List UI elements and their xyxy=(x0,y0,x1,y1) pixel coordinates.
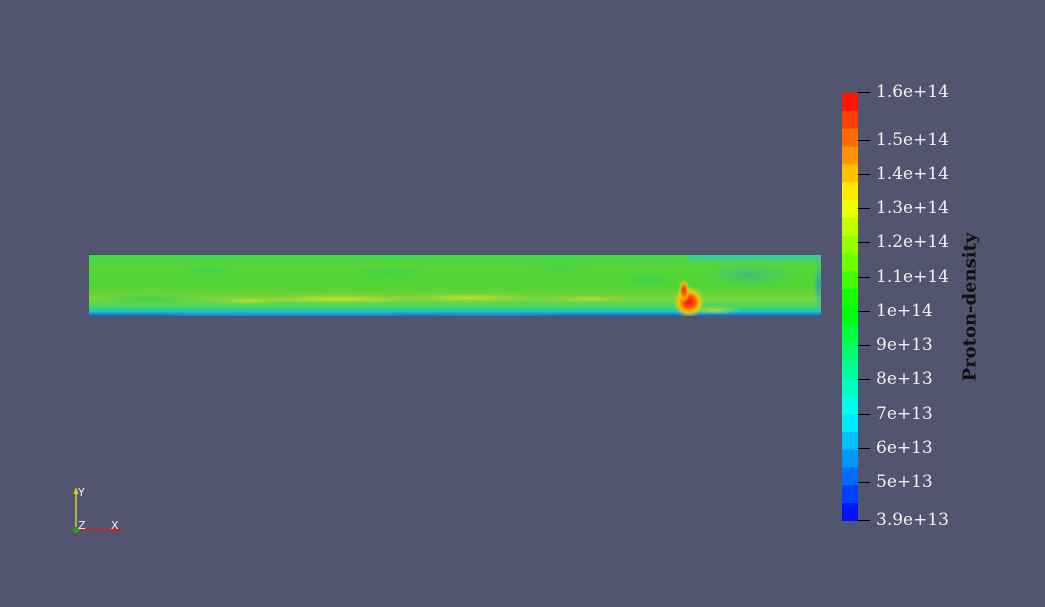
colorbar-tick-line xyxy=(858,242,870,243)
colorbar-swatch xyxy=(842,271,858,290)
x-axis-label: X xyxy=(111,519,119,532)
colorbar-swatch xyxy=(842,378,858,397)
colorbar-swatch xyxy=(842,110,858,130)
y-axis-arrow xyxy=(73,487,79,530)
colorbar-tick-line xyxy=(858,208,870,209)
colorbar-tick-line xyxy=(858,448,870,449)
colorbar-scale xyxy=(842,93,858,521)
colorbar-swatch xyxy=(842,342,858,362)
colorbar-tick-line xyxy=(858,92,870,93)
colorbar-swatch xyxy=(842,307,858,326)
colorbar-tick-line xyxy=(858,379,870,380)
colorbar-tick-label: 1e+14 xyxy=(876,301,933,321)
colorbar-swatch xyxy=(842,146,858,165)
colorbar-swatch xyxy=(842,200,858,219)
colorbar-swatch xyxy=(842,253,858,272)
colorbar-swatch xyxy=(842,93,858,112)
colorbar-tick-label: 5e+13 xyxy=(876,472,933,492)
colorbar-tick-label: 1.4e+14 xyxy=(876,164,949,184)
colorbar-swatch xyxy=(842,289,858,308)
colorbar-tick-label: 8e+13 xyxy=(876,369,933,389)
colorbar-tick-line xyxy=(858,345,870,346)
colorbar-swatch xyxy=(842,485,858,504)
colorbar-tick-line xyxy=(858,174,870,175)
colorbar-swatch xyxy=(842,414,858,433)
orientation-axes-triad: Y Z X xyxy=(66,484,126,540)
colorbar-tick-label: 1.6e+14 xyxy=(876,82,949,102)
colorbar-tick-label: 9e+13 xyxy=(876,335,933,355)
colorbar-tick-label: 7e+13 xyxy=(876,404,933,424)
colorbar-tick-line xyxy=(858,482,870,483)
colorbar-swatch xyxy=(842,431,858,451)
colorbar-swatch xyxy=(842,324,858,344)
y-axis-label: Y xyxy=(78,486,85,499)
colorbar-title: Proton-density xyxy=(959,232,981,382)
colorbar-tick-label: 1.5e+14 xyxy=(876,130,949,150)
colorbar-swatch xyxy=(842,467,858,486)
colorbar-swatch xyxy=(842,217,858,237)
colorbar-swatch xyxy=(842,503,858,521)
colorbar-swatch xyxy=(842,164,858,183)
z-axis-label: Z xyxy=(78,519,86,532)
colorbar-tick-label: 6e+13 xyxy=(876,438,933,458)
colorbar-swatch xyxy=(842,182,858,201)
colorbar-tick-line xyxy=(858,414,870,415)
colorbar-swatch xyxy=(842,128,858,148)
colorbar-swatch xyxy=(842,396,858,415)
colorbar-tick-label: 1.1e+14 xyxy=(876,267,949,287)
colorbar-tick-line xyxy=(858,277,870,278)
colorbar-tick-label: 1.2e+14 xyxy=(876,232,949,252)
colorbar-tick-label: 3.9e+13 xyxy=(876,510,949,530)
proton-density-field-plot xyxy=(89,255,821,316)
x-axis-arrow xyxy=(76,527,121,533)
colorbar-tick-line xyxy=(858,140,870,141)
colorbar-swatch xyxy=(842,235,858,255)
colorbar-tick-label: 1.3e+14 xyxy=(876,198,949,218)
colorbar-swatch xyxy=(842,449,858,469)
colorbar-tick-line xyxy=(858,520,870,521)
z-axis-dot xyxy=(72,526,80,534)
colorbar-swatch xyxy=(842,360,858,379)
colorbar-tick-line xyxy=(858,311,870,312)
